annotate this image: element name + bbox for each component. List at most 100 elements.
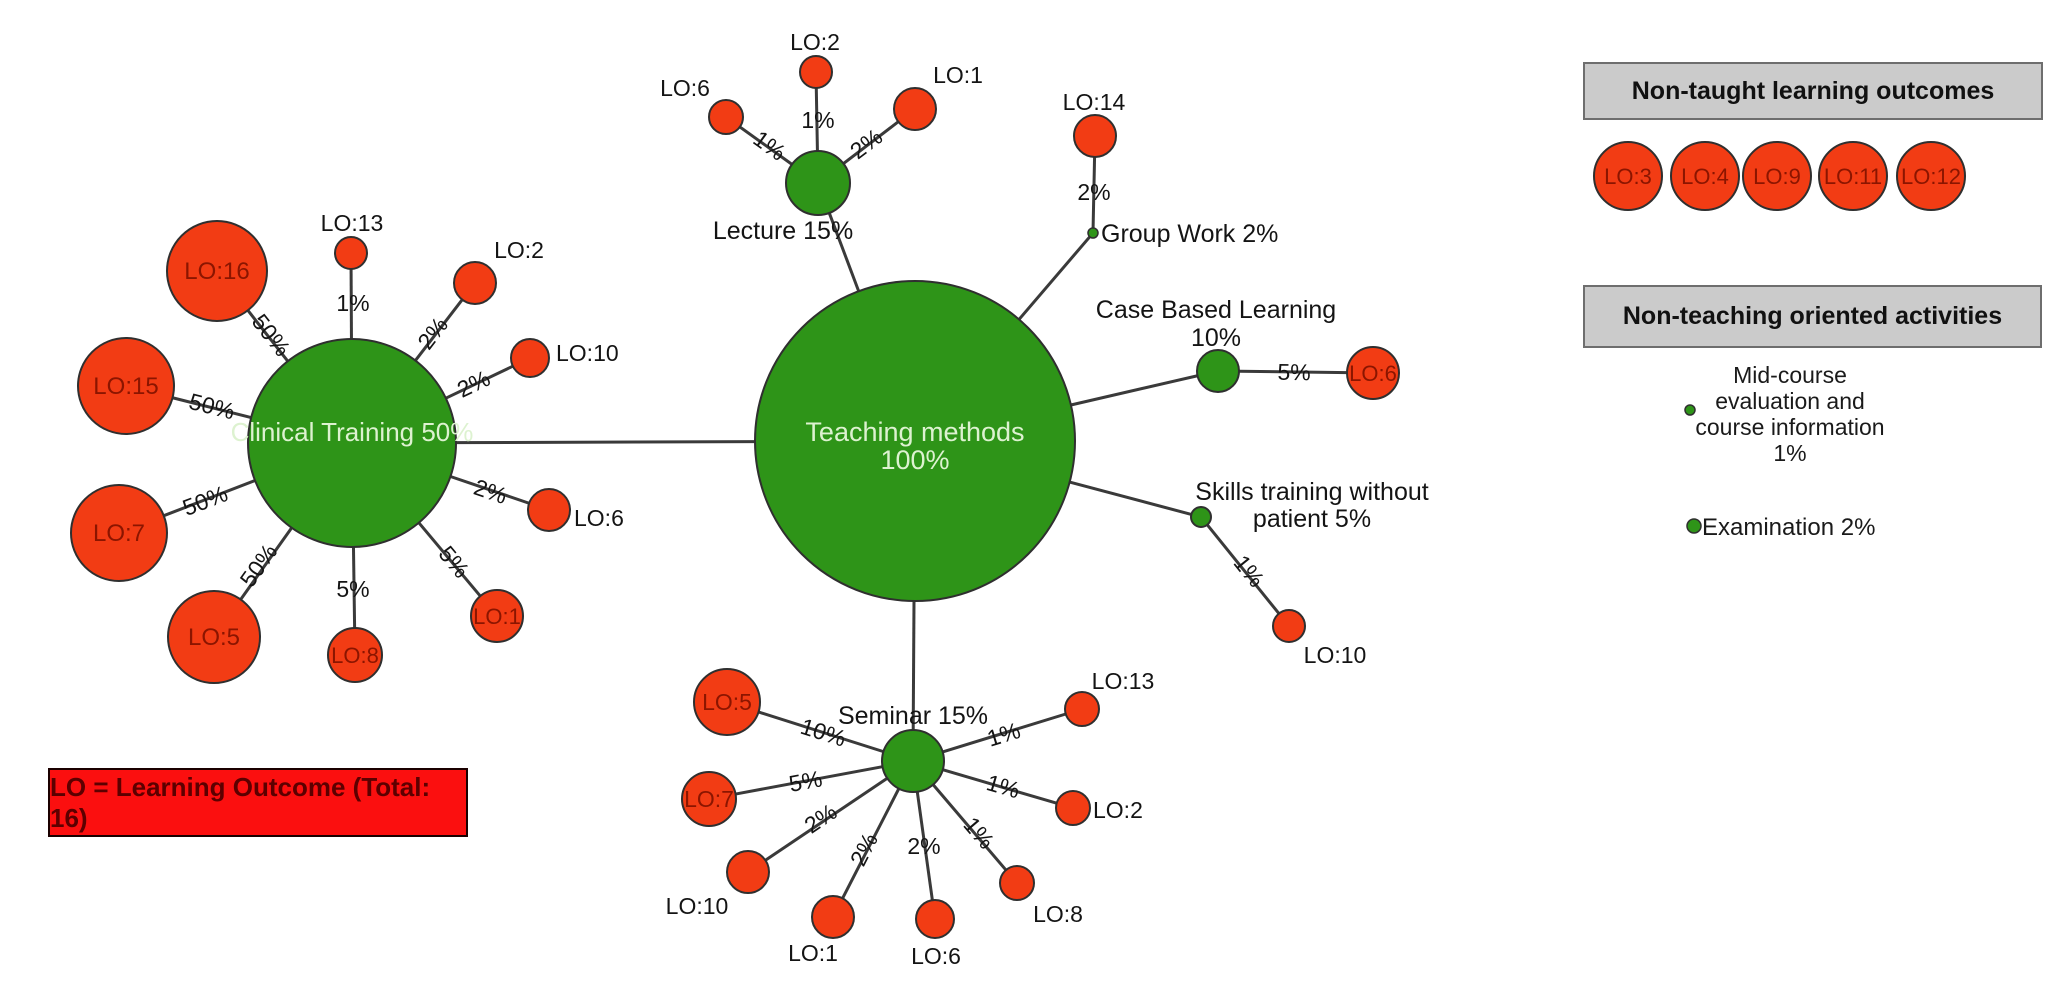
edge-case-based-learning--cbl-lo6 [1238,369,1348,375]
node-case-based-learning-circle [1196,349,1240,393]
node-ct-lo10-label-line1: LO:10 [556,340,619,366]
node-lec-lo2-label-line1: LO:2 [790,29,840,55]
node-ct-lo2-label: LO:2 [494,237,544,263]
node-sem-lo13-label: LO:13 [1092,668,1155,694]
edge-label-ct-lo13: 1% [336,290,369,316]
node-ct-lo7-label: LO:7 [93,520,145,547]
edge-lecture--lec-lo2 [814,87,819,152]
node-ct-lo8-label: LO:8 [331,643,379,668]
node-cbl-lo6-label-line1: LO:6 [1349,361,1397,386]
node-sem-lo13-circle [1064,691,1100,727]
node-ct-lo6-label: LO:6 [574,505,624,531]
node-ct-lo8-label-line1: LO:8 [331,643,379,668]
node-legend-lo3-label: LO:3 [1604,164,1652,189]
node-teaching-methods-circle [754,280,1076,602]
node-cbl-lo6-label: LO:6 [1349,361,1397,386]
node-lecture-label-line1: Lecture 15% [713,217,853,245]
node-ct-lo7-circle [70,484,168,582]
edge-seminar--sem-lo7 [735,765,883,796]
node-ct-lo15-label-line1: LO:15 [93,373,158,400]
node-sem-lo1-label-line1: LO:1 [788,940,838,966]
edge-seminar--sem-lo1 [841,787,901,899]
node-sem-lo10-circle [726,850,770,894]
node-ct-lo6-circle [527,488,571,532]
lo-abbreviation-callout: LO = Learning Outcome (Total: 16) [48,768,468,837]
node-group-work-circle [1087,227,1099,239]
node-examination-dot-circle [1686,518,1702,534]
node-sem-lo6-label-line1: LO:6 [911,943,961,969]
edge-clinical-training--ct-lo5 [239,526,293,601]
node-ct-lo13-label-line1: LO:13 [321,210,384,236]
edge-seminar--sem-lo6 [915,791,934,901]
node-sem-lo5-label: LO:5 [702,689,752,715]
legend-non-teaching-header: Non-teaching oriented activities [1583,285,2042,348]
node-sem-lo6-label: LO:6 [911,943,961,969]
legend-non-taught-header: Non-taught learning outcomes [1583,62,2043,120]
edge-label-cbl-lo6: 5% [1277,359,1311,385]
node-legend-lo3-circle [1593,141,1663,211]
edge-label-sem-lo1: 2% [845,829,883,870]
node-ct-lo8-circle [327,627,383,683]
node-ct-lo10-label: LO:10 [556,340,619,366]
node-teaching-methods-label-line1: Teaching methods [805,417,1024,447]
node-st-lo10-label-line1: LO:10 [1304,642,1367,668]
edge-label-ct-lo10: 2% [453,365,494,403]
edge-teaching-methods--case-based-learning [1070,374,1198,407]
edge-seminar--sem-lo10 [764,777,889,862]
node-seminar-label: Seminar 15% [838,702,988,730]
node-ct-lo15-circle [77,337,175,435]
node-gw-lo14-label-line1: LO:14 [1063,89,1126,115]
node-case-based-learning-label-line2: 10% [1191,324,1241,352]
edge-group-work--gw-lo14 [1091,156,1097,229]
legend-non-taught-title: Non-taught learning outcomes [1631,76,1995,105]
node-ct-lo7-label-line1: LO:7 [93,520,145,547]
edge-label-ct-lo6: 2% [471,474,511,509]
edge-seminar--sem-lo2 [942,768,1058,805]
node-legend-lo9-label-line1: LO:9 [1753,164,1801,189]
edge-clinical-training--ct-lo7 [163,479,256,518]
edge-clinical-training--ct-lo2 [414,298,464,362]
node-ct-lo1-label-line1: LO:1 [473,604,521,629]
node-st-lo10-label: LO:10 [1304,642,1367,668]
node-teaching-methods-label-line2: 100% [880,445,949,475]
node-legend-lo3-label-line1: LO:3 [1604,164,1652,189]
node-legend-lo4-label-line1: LO:4 [1681,164,1729,189]
edge-seminar--sem-lo13 [942,712,1067,754]
edge-label-gw-lo14: 2% [1077,179,1110,205]
node-sem-lo6-circle [915,899,955,939]
node-midcourse-dot-circle [1684,404,1696,416]
edge-teaching-methods--skills-training [1069,480,1192,516]
node-ct-lo16-circle [166,220,268,322]
node-lec-lo2-label: LO:2 [790,29,840,55]
node-legend-lo12-label-line1: LO:12 [1901,164,1961,189]
edge-label-sem-lo13: 1% [984,717,1023,752]
node-legend-lo11-circle [1818,141,1888,211]
node-ct-lo2-circle [453,261,497,305]
node-st-lo10-circle [1272,609,1306,643]
node-sem-lo13-label-line1: LO:13 [1092,668,1155,694]
node-legend-lo12-label: LO:12 [1901,164,1961,189]
edge-label-ct-lo8: 5% [336,576,369,602]
legend-non-teaching-title: Non-teaching oriented activities [1622,302,2003,330]
node-ct-lo16-label: LO:16 [184,258,249,285]
node-cbl-lo6-circle [1346,346,1400,400]
node-lecture-label: Lecture 15% [713,217,853,245]
edge-teaching-methods--clinical-training [455,440,756,445]
node-legend-lo4-label: LO:4 [1681,164,1729,189]
node-lec-lo6-label-line1: LO:6 [660,75,710,101]
node-legend-lo9-circle [1742,141,1812,211]
edge-label-sem-lo6: 2% [907,833,940,859]
edge-clinical-training--ct-lo16 [246,309,289,363]
edge-label-lec-lo2: 1% [801,107,834,133]
node-ct-lo1-label: LO:1 [473,604,521,629]
node-ct-lo2-label-line1: LO:2 [494,237,544,263]
node-ct-lo5-label: LO:5 [188,624,240,651]
node-sem-lo8-label: LO:8 [1033,901,1083,927]
edge-skills-training--st-lo10 [1206,523,1281,615]
midcourse-evaluation-label: Mid-course evaluation and course informa… [1695,362,1885,466]
node-legend-lo4-circle [1670,141,1740,211]
node-sem-lo7-label-line1: LO:7 [684,786,734,812]
node-sem-lo1-circle [811,895,855,939]
edge-seminar--sem-lo8 [931,783,1008,872]
node-sem-lo8-label-line1: LO:8 [1033,901,1083,927]
